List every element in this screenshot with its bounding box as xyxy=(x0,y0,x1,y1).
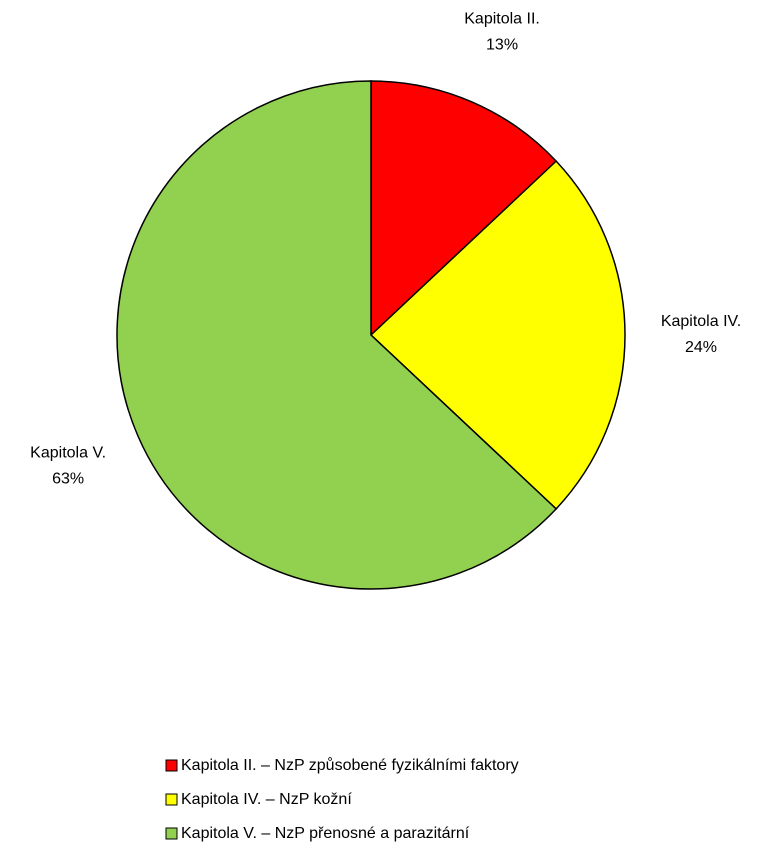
legend-label: Kapitola II. – NzP způsobené fyzikálními… xyxy=(181,756,519,774)
legend-swatch xyxy=(165,827,178,840)
legend-swatch xyxy=(165,759,178,772)
slice-label: Kapitola II. xyxy=(464,10,540,27)
slice-value-label: 63% xyxy=(52,470,84,487)
slice-label: Kapitola IV. xyxy=(661,313,741,330)
pie-slice xyxy=(116,80,558,590)
slice-label: Kapitola V. xyxy=(30,444,106,461)
slice-value-label: 13% xyxy=(486,36,518,53)
slice-value-label: 24% xyxy=(685,339,717,356)
pie-slice xyxy=(370,80,558,337)
legend-swatch xyxy=(165,793,178,806)
legend-label: Kapitola IV. – NzP kožní xyxy=(181,791,352,808)
pie-slice xyxy=(369,160,626,510)
legend-label: Kapitola V. – NzP přenosné a parazitární xyxy=(181,825,470,842)
